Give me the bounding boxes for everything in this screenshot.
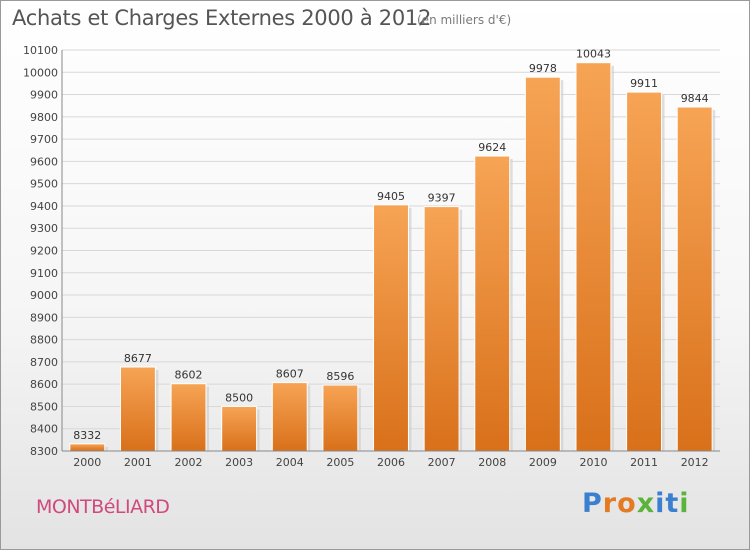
bar-2012 (676, 106, 713, 452)
data-label-2002: 8602 (175, 369, 203, 382)
chart-title: Achats et Charges Externes 2000 à 2012 (12, 6, 432, 30)
bar-2001 (119, 366, 156, 452)
x-tick-label-2006: 2006 (377, 456, 405, 469)
city-name: MONTBéLIARD (36, 496, 170, 518)
y-tick-label: 8700 (30, 356, 58, 369)
y-tick-label: 10100 (23, 44, 58, 57)
data-label-2004: 8607 (276, 368, 304, 381)
y-tick-label: 9600 (30, 155, 58, 168)
logo-letter: P (582, 488, 603, 519)
bar-2000 (69, 443, 106, 452)
x-tick-label-2007: 2007 (428, 456, 456, 469)
y-tick-label: 9200 (30, 245, 58, 258)
y-tick-label: 9500 (30, 178, 58, 191)
y-tick-label: 9800 (30, 111, 58, 124)
y-tick-label: 10000 (23, 66, 58, 79)
logo-letter: i (679, 488, 690, 519)
y-tick-label: 8300 (30, 445, 58, 458)
bar-2004 (271, 382, 308, 452)
x-tick-label-2008: 2008 (478, 456, 506, 469)
x-tick-label-2000: 2000 (73, 456, 101, 469)
logo-letter: t (665, 488, 680, 519)
bar-2008 (474, 155, 511, 452)
data-labels: 8332 8677 8602 8500 8607 8596 9405 9397 9624 9978… (73, 48, 708, 442)
y-tick-label: 8600 (30, 378, 58, 391)
x-tick-label-2002: 2002 (175, 456, 203, 469)
bars (69, 62, 716, 452)
data-label-2010: 10043 (576, 48, 611, 61)
y-axis-ticks: 8300 8400 8500 8600 8700 8800 8900 9000 9100 9200… (23, 44, 58, 458)
data-label-2011: 9911 (630, 77, 658, 90)
x-tick-label-2004: 2004 (276, 456, 304, 469)
x-tick-label-2012: 2012 (681, 456, 709, 469)
y-tick-label: 8900 (30, 311, 58, 324)
y-tick-label: 9300 (30, 222, 58, 235)
data-label-2006: 9405 (377, 190, 405, 203)
bar-2002 (170, 383, 207, 452)
data-label-2008: 9624 (478, 141, 506, 154)
bar-2010 (575, 62, 612, 452)
x-tick-label-2001: 2001 (124, 456, 152, 469)
data-label-2005: 8596 (326, 370, 354, 383)
data-label-2003: 8500 (225, 391, 253, 404)
y-tick-label: 8400 (30, 423, 58, 436)
logo-letter: x (636, 488, 656, 519)
y-tick-label: 8500 (30, 400, 58, 413)
bar-2011 (626, 91, 663, 452)
data-label-2000: 8332 (73, 429, 101, 442)
data-label-2012: 9844 (681, 92, 709, 105)
data-label-2009: 9978 (529, 62, 557, 75)
bar-2009 (524, 76, 561, 452)
x-tick-label-2010: 2010 (579, 456, 607, 469)
axes (61, 50, 720, 452)
bar-2003 (221, 405, 258, 452)
x-tick-label-2011: 2011 (630, 456, 658, 469)
bar-2005 (322, 384, 359, 452)
chart-subtitle: (en milliers d'€) (417, 13, 512, 27)
y-tick-label: 9100 (30, 267, 58, 280)
logo-letter: r (602, 488, 618, 519)
proxiti-logo: Proxiti (582, 488, 690, 522)
y-tick-label: 9700 (30, 133, 58, 146)
y-tick-label: 9400 (30, 200, 58, 213)
data-label-2007: 9397 (428, 192, 456, 205)
bar-2006 (373, 204, 409, 452)
y-tick-label: 9900 (30, 89, 58, 102)
logo-letter: i (655, 488, 666, 519)
y-tick-label: 9000 (30, 289, 58, 302)
y-tick-label: 8800 (30, 334, 58, 347)
data-label-2001: 8677 (124, 352, 152, 365)
x-tick-label-2005: 2005 (326, 456, 354, 469)
bar-2007 (423, 206, 460, 452)
logo-letter: o (617, 488, 637, 519)
x-tick-label-2003: 2003 (225, 456, 253, 469)
x-tick-label-2009: 2009 (529, 456, 557, 469)
x-axis-ticks: 2000 2001 2002 2003 2004 2005 2006 2007 2008 2009… (73, 456, 708, 469)
